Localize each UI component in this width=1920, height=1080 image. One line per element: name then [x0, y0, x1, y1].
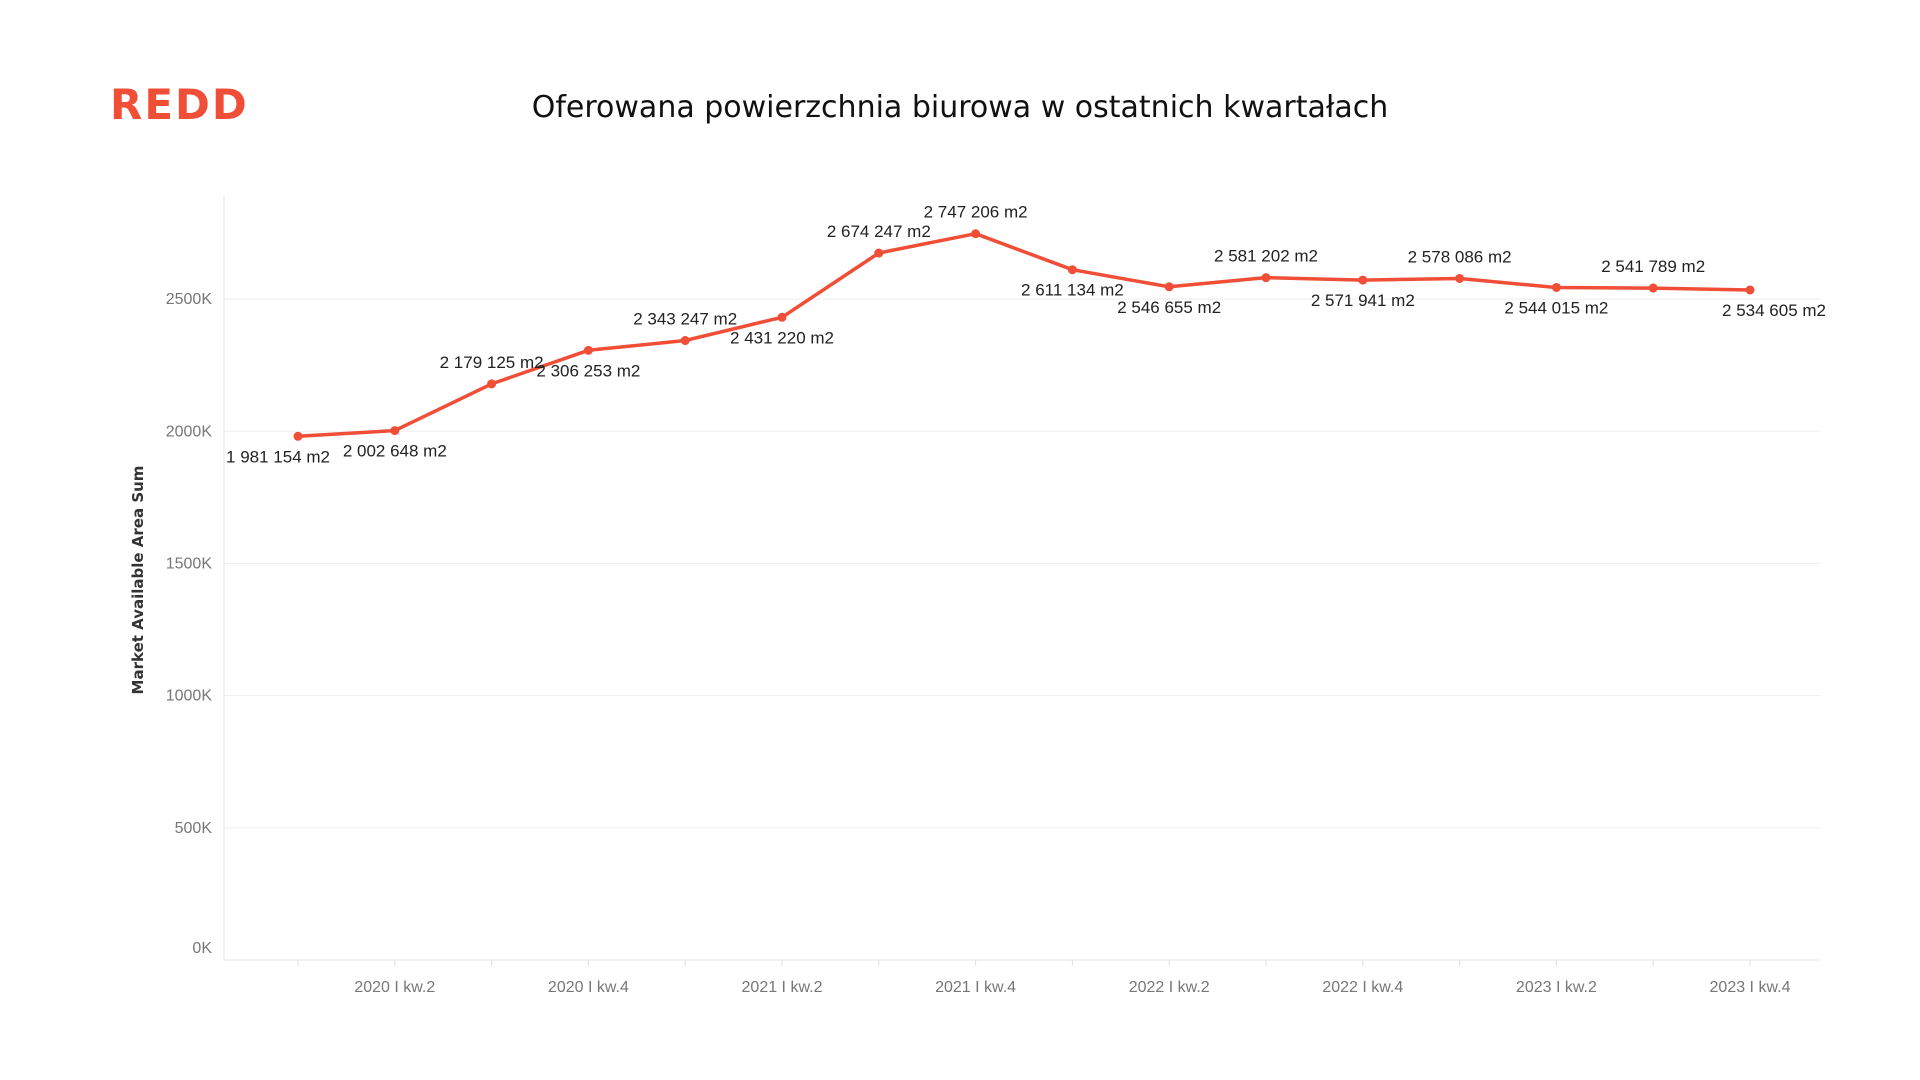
data-point: [293, 431, 303, 441]
series-line-layer: [296, 231, 1752, 439]
data-point: [583, 345, 593, 355]
data-label: 1 981 154 m2: [226, 447, 330, 466]
y-tick-label: 0K: [192, 940, 212, 957]
y-axis-title: Market Available Area Sum: [129, 466, 147, 695]
data-label: 2 343 247 m2: [633, 310, 737, 329]
x-tick-label: 2023 I kw.2: [1516, 979, 1597, 996]
data-point: [1358, 275, 1368, 285]
data-label: 2 546 655 m2: [1117, 298, 1221, 317]
data-label: 2 578 086 m2: [1408, 247, 1512, 266]
data-point: [874, 248, 884, 258]
grid-lines: [224, 298, 1820, 829]
data-labels: 1 981 154 m2 2 002 648 m2 2 179 125 m22 30…: [226, 203, 1826, 467]
y-tick-label: 1500K: [166, 555, 213, 572]
data-point: [1551, 282, 1561, 292]
data-label: 2 431 220 m2: [730, 328, 834, 347]
axes: 0K 500K 1000K 1500K 2000K 2500K 2020 I kw.2 202…: [166, 196, 1820, 996]
data-label: 2 571 941 m2: [1311, 291, 1415, 310]
data-point: [1164, 282, 1174, 292]
x-tick-label: 2021 I kw.4: [935, 979, 1016, 996]
data-label: 2 306 253 m2: [536, 361, 640, 380]
data-label: 2 611 134 m2: [1021, 281, 1124, 300]
data-point: [390, 426, 400, 436]
y-tick-label: 500K: [175, 820, 213, 837]
data-label: 2 002 648 m2: [343, 442, 447, 461]
data-label: 2 544 015 m2: [1504, 298, 1608, 317]
y-tick-label: 1000K: [166, 688, 213, 705]
data-point: [971, 229, 981, 239]
data-point: [1455, 273, 1465, 283]
data-point: [1648, 283, 1658, 293]
data-point: [487, 379, 497, 389]
data-point: [1067, 265, 1077, 275]
data-label: 2 747 206 m2: [924, 203, 1028, 222]
data-point: [777, 312, 787, 322]
redd-logo: REDD: [110, 80, 249, 129]
data-label: 2 541 789 m2: [1601, 257, 1705, 276]
x-tick-label: 2020 I kw.2: [354, 979, 435, 996]
y-tick-label: 2000K: [166, 423, 213, 440]
x-tick-label: 2020 I kw.4: [548, 979, 629, 996]
series-line: [296, 231, 1752, 439]
data-label: 2 674 247 m2: [827, 222, 931, 241]
data-points: [293, 229, 1755, 441]
chart-title: Oferowana powierzchnia biurowa w ostatni…: [531, 90, 1389, 125]
data-label: 2 581 202 m2: [1214, 247, 1318, 266]
y-tick-label: 2500K: [166, 291, 213, 308]
x-tick-label: 2022 I kw.4: [1322, 979, 1403, 996]
x-tick-label: 2022 I kw.2: [1129, 979, 1210, 996]
data-label: 2 179 125 m2: [440, 353, 544, 372]
data-point: [1261, 273, 1271, 283]
data-label: 2 534 605 m2: [1722, 301, 1826, 320]
data-point: [680, 336, 690, 346]
x-tick-label: 2021 I kw.2: [742, 979, 823, 996]
x-tick-label: 2023 I kw.4: [1710, 979, 1791, 996]
data-point: [1745, 285, 1755, 295]
